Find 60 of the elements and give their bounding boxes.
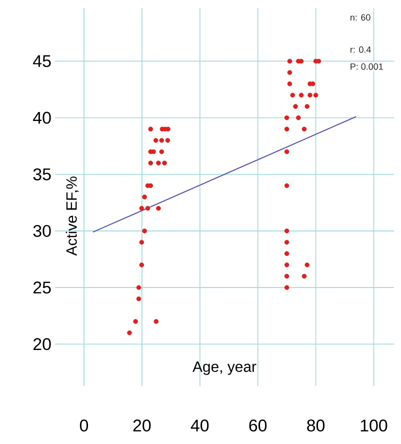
point	[156, 206, 161, 211]
point	[284, 274, 290, 279]
point	[139, 206, 144, 211]
y-tick-label: 30	[33, 224, 51, 237]
point	[287, 58, 292, 64]
x-tick-label: 40	[190, 420, 209, 432]
point	[284, 251, 290, 256]
point	[304, 104, 310, 109]
point	[142, 228, 147, 234]
y-tick-label: 45	[33, 55, 51, 68]
point	[290, 92, 295, 98]
point	[284, 228, 290, 234]
point	[284, 126, 290, 132]
point	[284, 285, 290, 290]
annotation: P: 0.001	[350, 63, 383, 70]
point	[136, 296, 142, 302]
x-tick-label: 0	[80, 420, 88, 432]
x-tick-label: 80	[307, 420, 325, 432]
annotation: r: 0.4	[350, 46, 371, 53]
point	[145, 206, 150, 211]
point	[127, 330, 132, 336]
annotation: n: 60	[350, 14, 370, 21]
point	[287, 70, 292, 75]
y-tick-label: 25	[34, 282, 51, 294]
x-tick-label: 20	[133, 420, 151, 432]
point	[284, 115, 290, 120]
point	[139, 240, 144, 245]
point	[159, 138, 164, 143]
point	[139, 262, 144, 268]
point	[284, 183, 290, 188]
point	[302, 274, 307, 279]
point	[136, 285, 142, 290]
x-axis-title: Age, year	[192, 362, 256, 375]
point	[165, 138, 170, 143]
point	[313, 92, 318, 98]
y-axis-title: Active EF,%	[66, 176, 79, 256]
point	[162, 160, 167, 166]
point	[153, 138, 158, 143]
point	[154, 319, 159, 324]
point	[302, 126, 307, 132]
x-tick-label: 60	[249, 420, 267, 432]
point	[284, 262, 290, 268]
point	[293, 104, 298, 109]
point	[304, 262, 310, 268]
point	[296, 115, 301, 120]
point	[287, 81, 292, 86]
point	[298, 92, 304, 98]
point	[148, 160, 154, 166]
x-tick-label: 100	[360, 420, 388, 432]
y-tick-label: 40	[33, 112, 51, 124]
point	[284, 240, 290, 245]
point	[133, 319, 138, 324]
point	[142, 194, 147, 200]
y-tick-label: 20	[34, 338, 51, 350]
point	[308, 92, 312, 98]
point	[284, 149, 290, 154]
point	[159, 149, 164, 154]
point	[148, 126, 154, 132]
y-tick-label: 35	[33, 168, 51, 180]
point	[156, 160, 161, 166]
